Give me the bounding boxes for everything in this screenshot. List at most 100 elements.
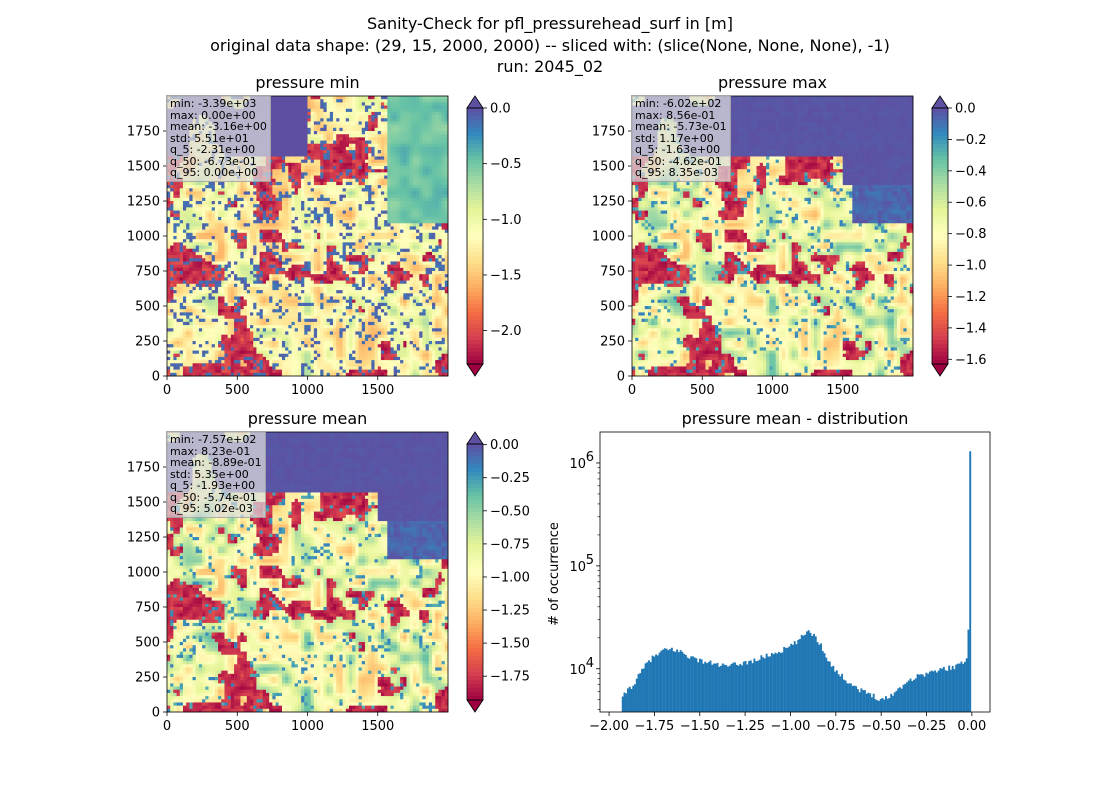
heatmap-cell (310, 245, 315, 250)
heatmap-cell (342, 271, 347, 275)
heatmap-cell (253, 321, 257, 326)
heatmap-cell (265, 251, 270, 256)
heatmap-cell (336, 286, 340, 291)
heatmap-cell (326, 315, 331, 320)
heatmap-cell (329, 274, 334, 278)
heatmap-cell (208, 283, 213, 288)
heatmap-cell (326, 248, 331, 253)
heatmap-cell (345, 264, 350, 269)
heatmap-cell (189, 312, 193, 316)
heatmap-cell (339, 118, 343, 122)
heatmap-cell (198, 353, 203, 358)
heatmap-cell (297, 251, 302, 256)
heatmap-cell (186, 302, 190, 307)
heatmap-cell (170, 318, 174, 323)
heatmap-cell (237, 360, 241, 364)
heatmap-cell (230, 194, 235, 199)
heatmap-cell (345, 156, 350, 160)
heatmap-cell (326, 372, 331, 377)
heatmap-cell (256, 341, 260, 345)
heatmap-cell (214, 197, 219, 202)
heatmap-cell (297, 204, 302, 208)
heatmap-cell (173, 360, 177, 364)
heatmap-cell (301, 162, 305, 167)
heatmap-cell (339, 334, 343, 339)
heatmap-cell (195, 337, 200, 342)
heatmap-cell (329, 258, 334, 262)
heatmap-cell (313, 271, 318, 275)
heatmap-cell (336, 204, 340, 208)
heatmap-cell (317, 245, 321, 250)
heatmap-cell (250, 331, 254, 335)
heatmap-cell (192, 325, 197, 329)
heatmap-cell (301, 232, 305, 237)
heatmap-cell (323, 360, 328, 364)
heatmap-cell (307, 267, 312, 272)
heatmap-cell (272, 178, 276, 183)
heatmap-cell (221, 353, 225, 358)
heatmap-cell (250, 328, 254, 332)
heatmap-cell (272, 236, 276, 240)
heatmap-cell (246, 264, 251, 269)
heatmap-cell (307, 232, 312, 237)
heatmap-cell (224, 299, 229, 304)
heatmap-cell (285, 124, 289, 129)
heatmap-cell (179, 372, 184, 377)
heatmap-cell (205, 239, 209, 243)
heatmap-cell (307, 210, 312, 215)
heatmap-cell (313, 350, 318, 355)
heatmap-cell (301, 226, 305, 230)
heatmap-cell (195, 204, 200, 208)
heatmap-cell (192, 248, 197, 253)
heatmap-cell (176, 223, 181, 227)
heatmap-cell (342, 306, 347, 310)
heatmap-cell (285, 216, 289, 221)
heatmap-cell (205, 255, 209, 259)
heatmap-cell (192, 369, 197, 374)
heatmap-cell (227, 242, 232, 246)
heatmap-cell (329, 315, 334, 320)
heatmap-cell (336, 341, 340, 345)
heatmap-cell (265, 274, 270, 278)
heatmap-cell (208, 213, 213, 218)
heatmap-cell (304, 137, 308, 141)
heatmap-cell (275, 274, 280, 278)
heatmap-cell (272, 150, 276, 154)
heatmap-cell (195, 232, 200, 237)
heatmap-cell (246, 271, 251, 275)
heatmap-cell (275, 271, 280, 275)
heatmap-cell (198, 369, 203, 374)
heatmap-cell (285, 236, 289, 240)
heatmap-cell (240, 236, 244, 240)
heatmap-cell (237, 188, 241, 192)
heatmap-cell (240, 286, 244, 291)
heatmap-cell (189, 267, 193, 272)
heatmap-cell (170, 369, 174, 374)
heatmap-cell (182, 299, 187, 304)
heatmap-cell (304, 194, 308, 199)
heatmap-cell (333, 242, 337, 246)
heatmap-cell (269, 312, 273, 316)
heatmap-cell (281, 115, 286, 119)
heatmap-cell (265, 261, 270, 265)
heatmap-cell (281, 220, 286, 224)
heatmap-cell (275, 137, 280, 141)
heatmap-cell (310, 162, 315, 167)
heatmap-cell (224, 360, 229, 364)
heatmap-cell (186, 328, 190, 332)
heatmap-cell (288, 312, 292, 316)
heatmap-cell (269, 274, 273, 278)
heatmap-cell (307, 220, 312, 224)
heatmap-cell (291, 341, 296, 345)
heatmap-cell (234, 347, 238, 351)
heatmap-cell (285, 242, 289, 246)
heatmap-cell (272, 264, 276, 269)
heatmap-cell (329, 210, 334, 215)
heatmap-cell (333, 169, 337, 173)
heatmap-cell (250, 360, 254, 364)
heatmap-cell (317, 105, 321, 110)
heatmap-cell (246, 328, 251, 332)
heatmap-cell (317, 111, 321, 116)
heatmap-cell (173, 353, 177, 358)
heatmap-cell (170, 236, 174, 240)
